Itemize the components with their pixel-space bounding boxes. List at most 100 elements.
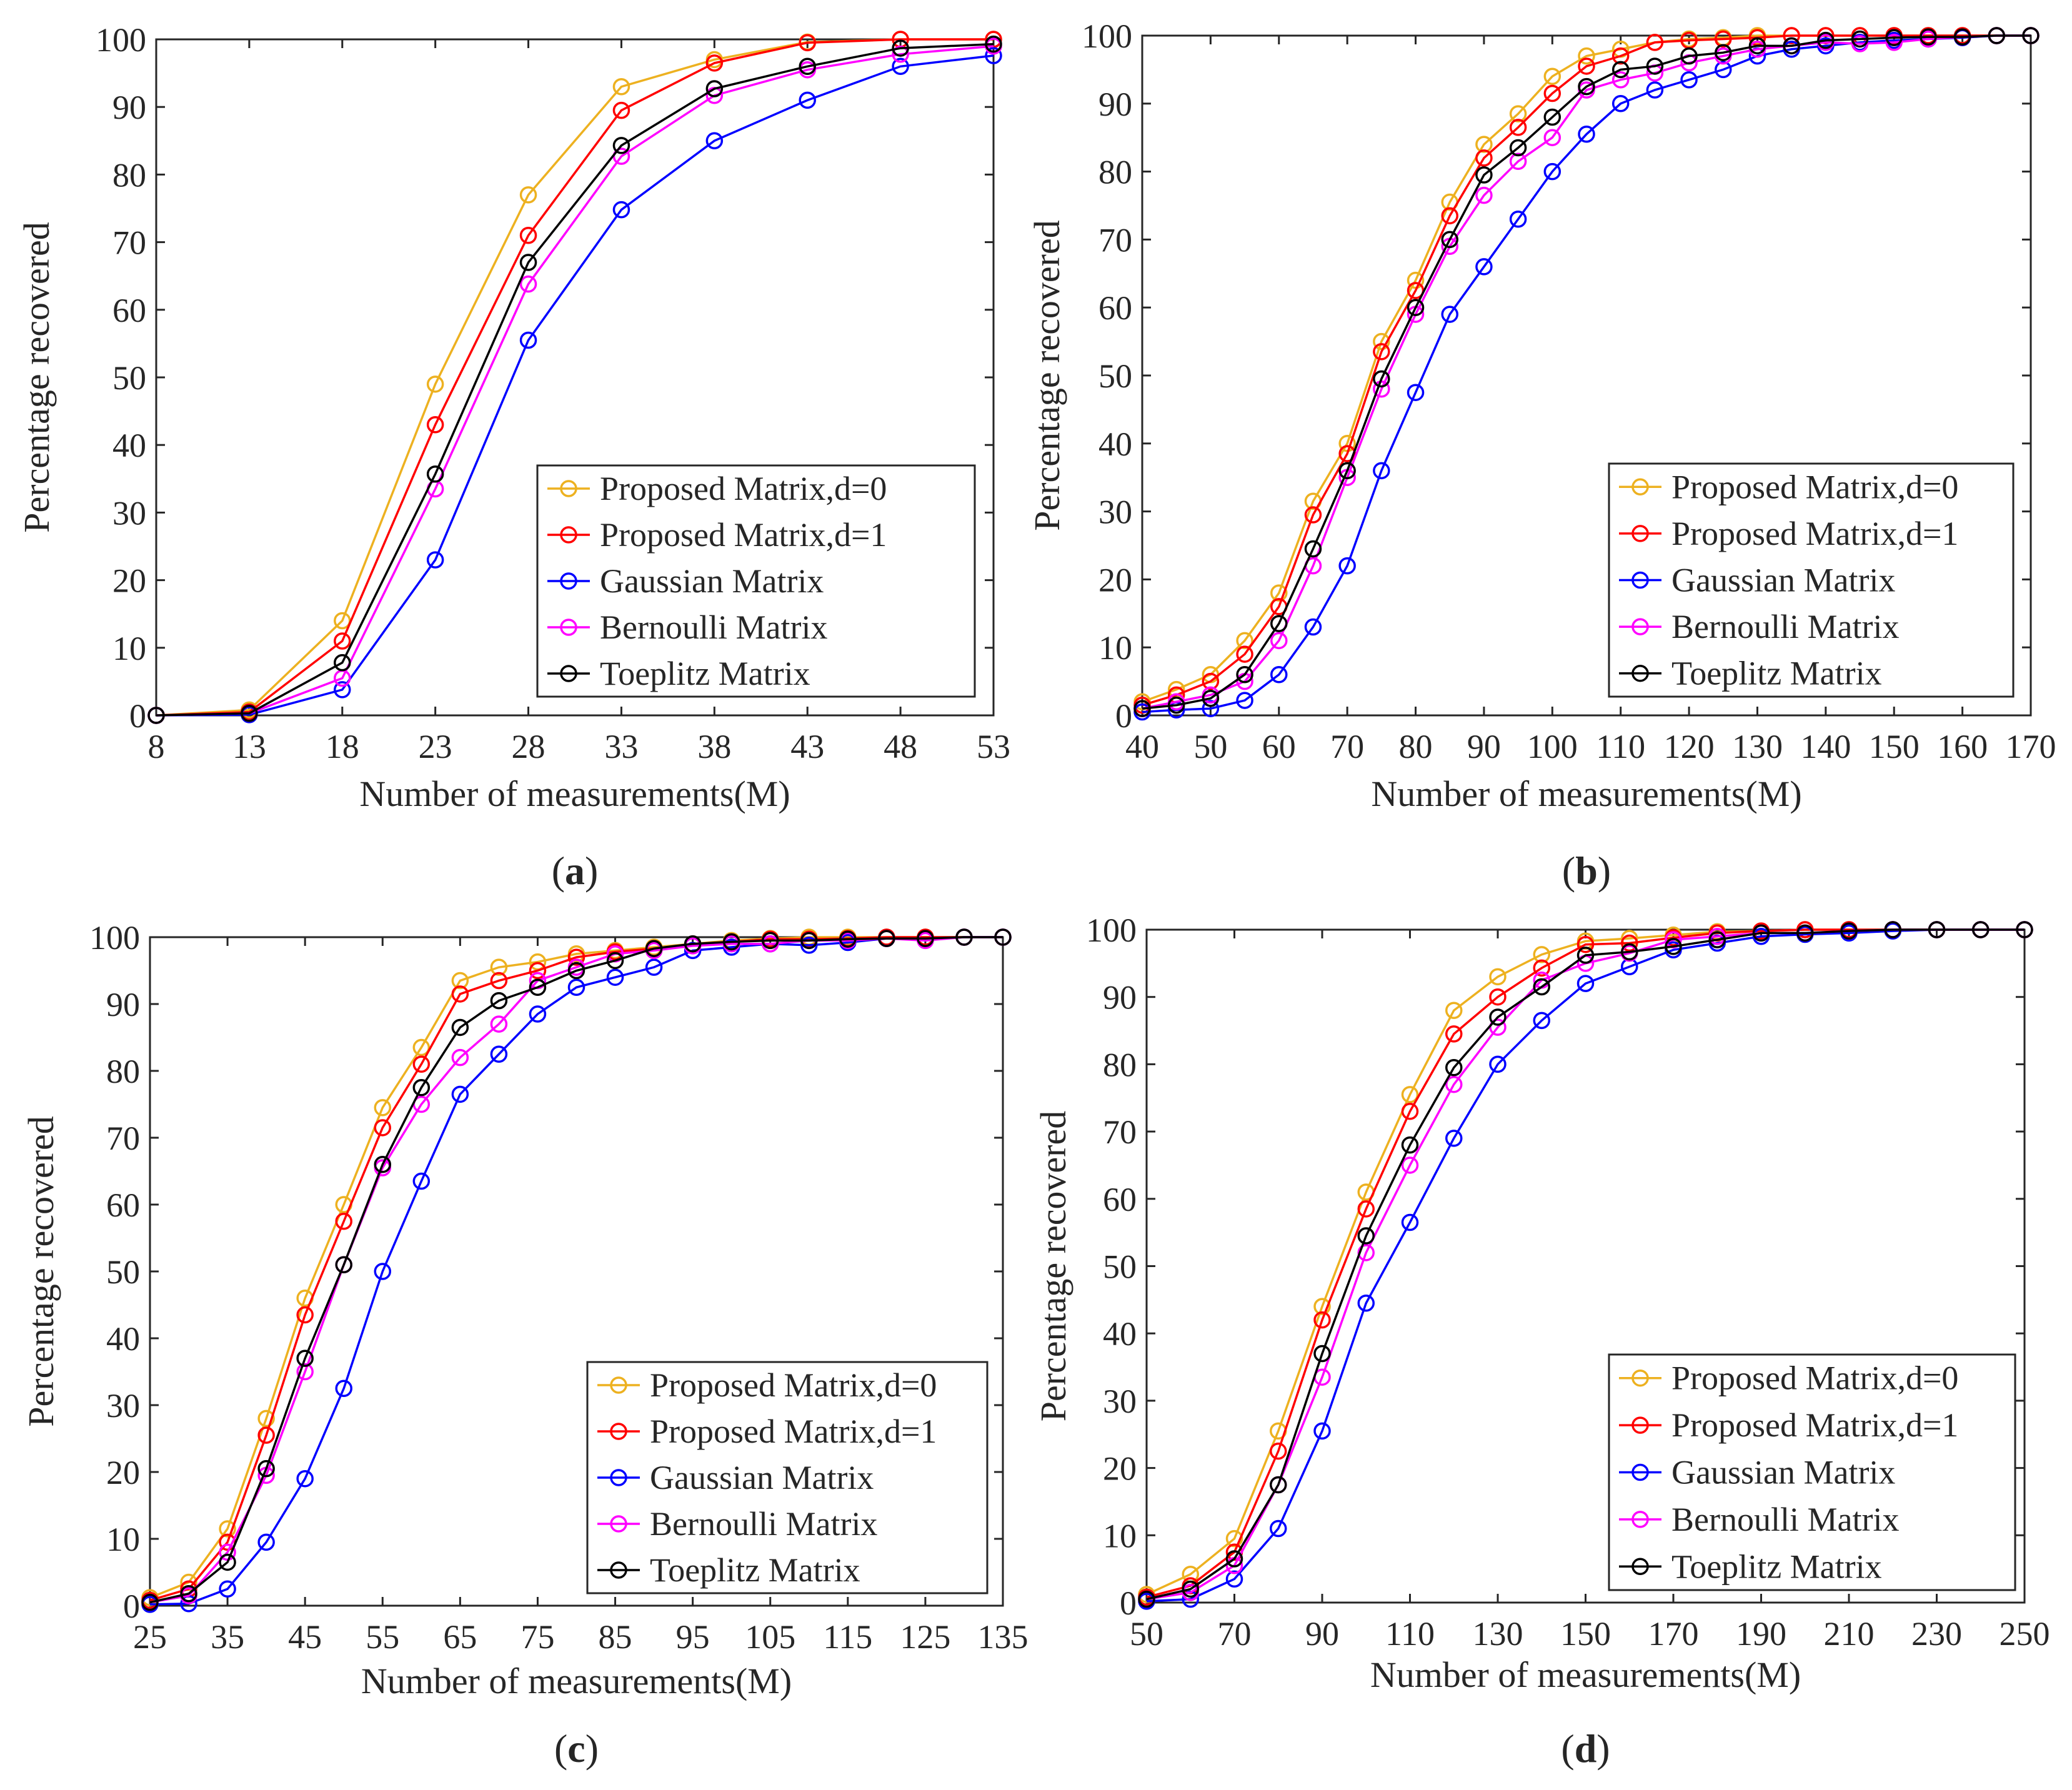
x-axis-title: Number of measurements(M): [359, 773, 790, 814]
x-axis-title: Number of measurements(M): [1370, 1654, 1801, 1695]
data-point: [296, 1306, 314, 1324]
data-point: [334, 681, 351, 699]
data-point: [892, 46, 909, 63]
data-point: [1445, 1059, 1463, 1076]
y-tick-label: 10: [112, 630, 146, 667]
y-tick-label: 60: [1098, 289, 1132, 327]
x-tick-label: 90: [1467, 728, 1501, 765]
data-point: [1543, 84, 1561, 102]
series-toeplitz-matrix: [147, 35, 1002, 724]
data-point: [519, 275, 537, 293]
series-line: [1142, 34, 2031, 710]
x-tick-label: 65: [443, 1618, 477, 1656]
data-point: [1578, 47, 1595, 65]
data-point: [1445, 1130, 1463, 1147]
data-point: [334, 632, 351, 650]
data-point: [1373, 370, 1390, 388]
legend-swatch-marker: [1631, 1416, 1649, 1434]
data-point: [1202, 690, 1220, 707]
x-tick-label: 23: [419, 728, 452, 765]
data-point: [529, 1005, 547, 1023]
x-tick-label: 100: [1527, 728, 1578, 765]
y-tick-label: 30: [1103, 1383, 1137, 1420]
x-tick-label: 150: [1869, 728, 1920, 765]
data-point: [645, 940, 663, 957]
data-point: [1576, 935, 1595, 953]
y-tick-label: 80: [1098, 154, 1132, 191]
legend-swatch-marker: [1631, 618, 1649, 635]
data-point: [1509, 152, 1527, 171]
data-point: [1313, 1298, 1331, 1315]
x-tick-label: 130: [1473, 1615, 1523, 1653]
y-tick-label: 70: [112, 224, 146, 262]
data-point: [1270, 1442, 1287, 1460]
data-point: [567, 978, 585, 996]
data-point: [606, 968, 624, 986]
x-tick-label: 170: [2006, 728, 2056, 765]
legend-entry-label: Bernoulli Matrix: [650, 1505, 877, 1543]
data-point: [1509, 139, 1527, 157]
x-tick-label: 70: [1218, 1615, 1252, 1653]
x-tick-label: 28: [512, 728, 545, 765]
data-point: [426, 465, 444, 483]
data-point: [1748, 37, 1766, 55]
data-point: [141, 1593, 159, 1611]
x-tick-label: 70: [1330, 728, 1364, 765]
x-tick-label: 95: [676, 1618, 710, 1656]
legend-swatch-marker: [560, 572, 577, 590]
x-tick-label: 170: [1648, 1615, 1699, 1653]
x-axis-title: Number of measurements(M): [1371, 773, 1801, 814]
data-point: [1357, 1227, 1375, 1245]
x-tick-label: 125: [900, 1618, 950, 1656]
data-point: [799, 34, 816, 52]
x-tick-label: 13: [232, 728, 266, 765]
series-line: [1146, 928, 2025, 1603]
legend-entry-label: Proposed Matrix,d=0: [600, 470, 887, 507]
data-point: [1884, 921, 1901, 938]
data-point: [1401, 1103, 1419, 1120]
data-point: [490, 972, 508, 990]
data-point: [1270, 584, 1288, 602]
y-tick-label: 100: [89, 919, 140, 957]
data-point: [1357, 1244, 1375, 1261]
data-point: [1611, 47, 1630, 65]
y-tick-label: 0: [1115, 697, 1132, 735]
data-point: [519, 186, 537, 204]
data-point: [1338, 462, 1356, 480]
x-tick-label: 43: [790, 728, 824, 765]
data-point: [1920, 28, 1937, 46]
x-tick-label: 110: [1596, 728, 1645, 765]
legend-swatch-marker: [1631, 1511, 1649, 1528]
data-point: [892, 39, 909, 57]
data-point: [1401, 1213, 1419, 1231]
data-point: [1441, 231, 1458, 249]
legend-swatch-marker: [610, 1469, 627, 1486]
x-tick-label: 48: [884, 728, 917, 765]
data-point: [1313, 1345, 1331, 1363]
legend-entry-label: Gaussian Matrix: [650, 1459, 874, 1496]
legend-entry-label: Bernoulli Matrix: [1671, 1501, 1899, 1538]
legend-entry-label: Bernoulli Matrix: [1671, 608, 1899, 645]
legend-entry-label: Proposed Matrix,d=1: [1671, 515, 1958, 552]
data-point: [374, 1099, 392, 1116]
data-point: [335, 1256, 352, 1274]
legend-swatch-marker: [1631, 664, 1649, 682]
data-point: [1543, 67, 1561, 86]
data-point: [705, 54, 724, 72]
chart-panel-d: 50 70 90 110 130 150 170 190 210 230 250 0 10 20 30 40 5…: [1033, 912, 2050, 1771]
data-point: [219, 1553, 236, 1571]
data-point: [567, 948, 585, 966]
y-tick-label: 100: [1082, 17, 1132, 55]
data-point: [1840, 922, 1858, 940]
data-point: [1225, 1529, 1243, 1548]
data-point: [335, 1213, 352, 1230]
data-point: [1401, 1156, 1419, 1174]
legend-entry-label: Gaussian Matrix: [1671, 562, 1895, 599]
legend-entry-label: Bernoulli Matrix: [600, 609, 827, 646]
data-point: [1202, 700, 1220, 717]
series-line: [156, 54, 994, 717]
data-point: [1817, 31, 1835, 49]
legend-entry-label: Proposed Matrix,d=1: [1671, 1406, 1958, 1444]
data-point: [180, 1584, 197, 1603]
data-point: [1646, 81, 1664, 99]
